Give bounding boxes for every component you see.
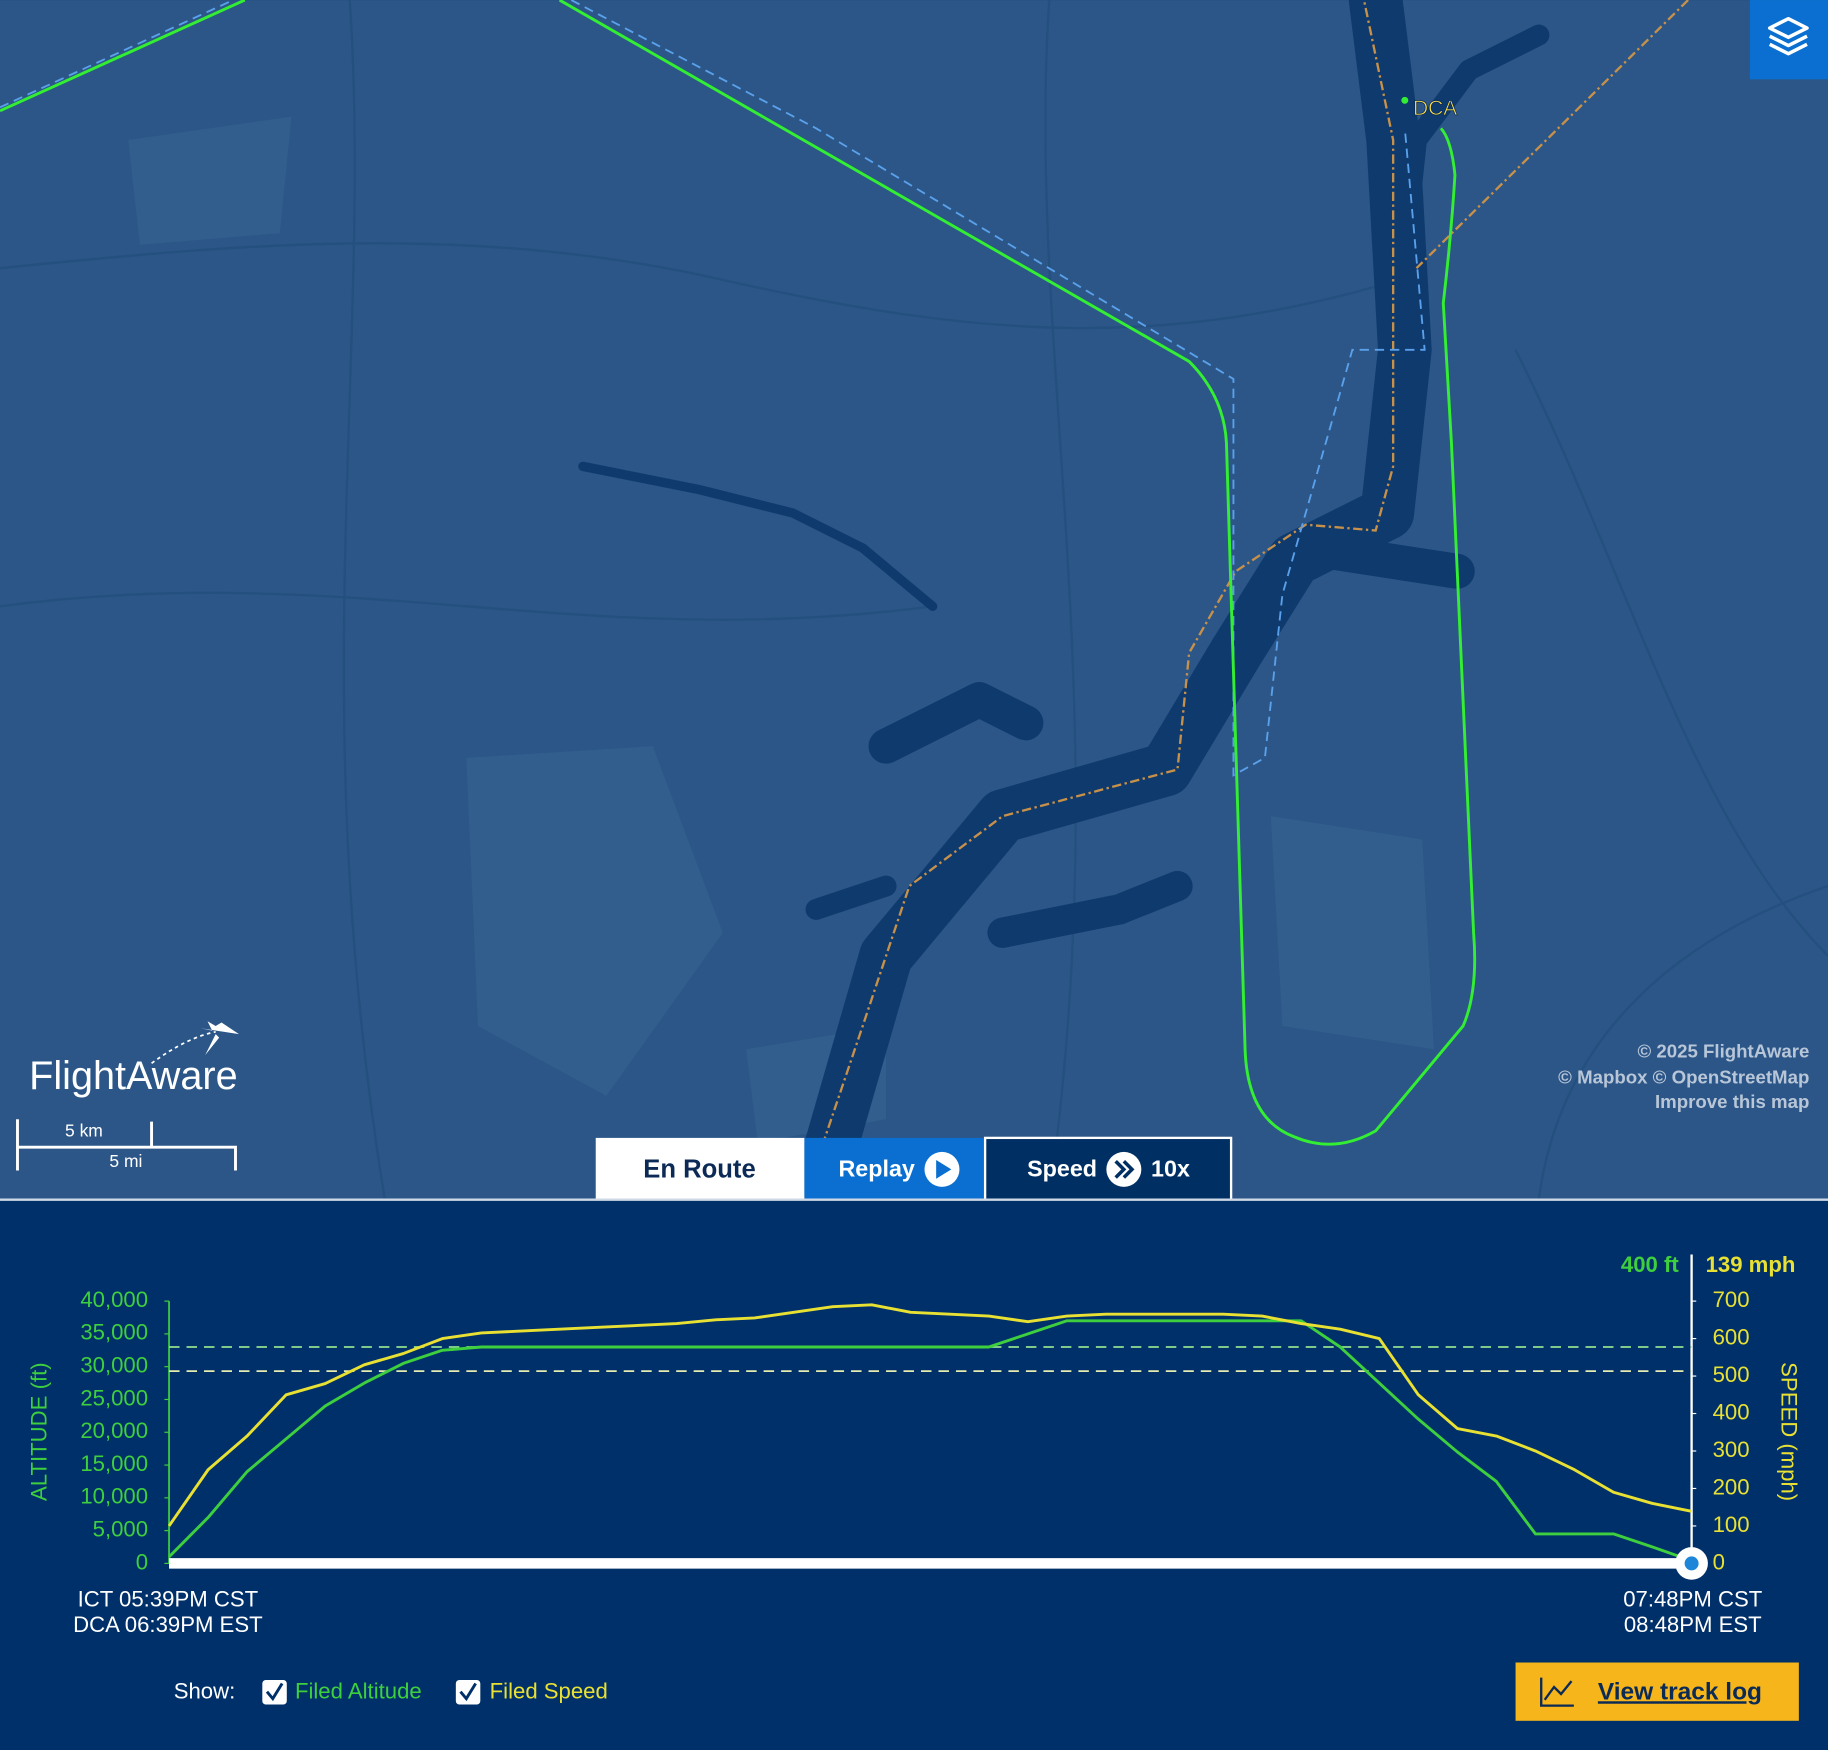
replay-controls: En Route Replay Speed 10x [595,1136,1233,1201]
end-time: 07:48PM CST [1623,1587,1763,1612]
y2-tick-label: 100 [1713,1512,1750,1537]
y-tick-label: 15,000 [80,1451,148,1476]
logo: FlightAware [29,1054,238,1098]
state-border [803,0,1395,1199]
track-log-button[interactable]: View track log [1515,1662,1799,1721]
y-axis-title: ALTITUDE (ft) [27,1362,52,1501]
start-time: DCA 06:39PM EST [73,1612,263,1637]
tab-label: En Route [643,1155,755,1183]
chart-panel: ALTITUDE (ft) SPEED (mph) 400 ft 139 mph… [0,1198,1828,1750]
layers-icon [1767,16,1809,56]
y2-tick-label: 400 [1713,1399,1750,1424]
credit[interactable]: Improve this map [1655,1091,1809,1112]
filed-speed-toggle[interactable]: Filed Speed [455,1679,608,1705]
y2-tick-label: 500 [1713,1362,1750,1387]
y2-tick-label: 600 [1713,1324,1750,1349]
speed-readout: 139 mph [1706,1252,1796,1277]
credit[interactable]: © Mapbox © OpenStreetMap [1558,1066,1809,1087]
play-glyph [936,1160,952,1179]
panel-bg [0,1198,1828,1750]
map-roads [0,0,1828,1198]
y2-tick-label: 200 [1713,1474,1750,1499]
scale-mi: 5 mi [109,1151,142,1171]
start-time: ICT 05:39PM CST [78,1587,259,1612]
chart-icon [1540,1677,1574,1707]
y-tick-label: 35,000 [80,1320,148,1345]
button-label: View track log [1598,1678,1762,1705]
y-tick-label: 25,000 [80,1385,148,1410]
y-tick-label: 40,000 [80,1287,148,1312]
scale-km: 5 km [65,1121,103,1141]
altitude-readout: 400 ft [1621,1252,1679,1277]
airport-marker [1401,96,1409,104]
y-tick-label: 30,000 [80,1353,148,1378]
logo-plane [200,1021,239,1056]
end-time: 08:48PM EST [1624,1612,1762,1637]
speed-value: 10x [1151,1156,1190,1182]
flight-track [0,0,1477,1146]
show-label: Show: [174,1679,236,1704]
legend-label: Filed Altitude [295,1679,422,1704]
checkbox [262,1679,287,1705]
credit: © 2025 FlightAware [1637,1041,1809,1062]
y-tick-label: 10,000 [80,1484,148,1509]
replay-button[interactable]: Replay [804,1137,986,1200]
y-tick-label: 0 [136,1549,148,1574]
ff-glyph [1114,1159,1135,1179]
map: DCA FlightAware 5 km 5 mi © 2025 FlightA… [0,0,1828,1226]
filed-route [0,0,1426,777]
layers-button[interactable] [1749,0,1828,80]
map-land [128,116,1434,1143]
y2-axis-title: SPEED (mph) [1776,1362,1801,1501]
timeline-handle-dot [1684,1556,1699,1571]
y-tick-label: 5,000 [93,1516,148,1541]
y2-tick-label: 0 [1713,1549,1725,1574]
map-water [578,0,1550,1226]
y2-tick-label: 300 [1713,1437,1750,1462]
button-label: Speed [1027,1156,1097,1182]
filed-altitude-toggle[interactable]: Filed Altitude [262,1679,422,1705]
logo-trail [151,1030,216,1064]
button-label: Replay [838,1156,914,1182]
y2-tick-label: 700 [1713,1287,1750,1312]
series-line [168,1319,1693,1563]
checkmark [265,1682,284,1702]
legend-label: Filed Speed [490,1679,608,1704]
map-background [0,0,1828,1199]
airport-label: DCA [1413,97,1457,120]
checkbox [455,1679,481,1705]
tab-bg [595,1137,805,1200]
series-line [167,1303,1692,1527]
layers-button-bg [1749,0,1828,80]
state-border [1415,0,1689,270]
checkmark [459,1682,477,1702]
y-tick-label: 20,000 [80,1418,148,1443]
speed-button[interactable]: Speed 10x [983,1136,1233,1201]
en-route-tab[interactable]: En Route [595,1137,805,1200]
scale-bar [16,1119,237,1171]
